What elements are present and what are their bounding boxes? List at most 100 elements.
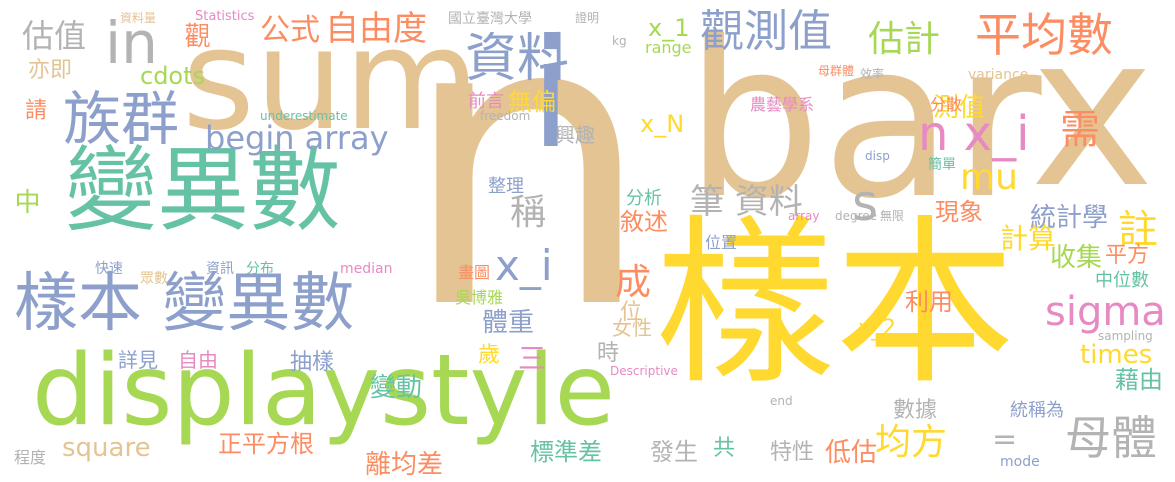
word-wei: 位 [620, 300, 643, 325]
word-shouji: 收集 [1050, 243, 1103, 273]
word-mode: mode [1000, 454, 1040, 470]
word-kuaisu: 快速 [95, 261, 123, 277]
word-n-x-i: n x_i [918, 106, 1030, 162]
word-pingfang: 平方 [1105, 243, 1150, 268]
word-zuqun: 族群 [63, 85, 180, 153]
word-in: in [105, 9, 158, 77]
word-zhong: 中 [10, 188, 40, 214]
word-ntu: 國立臺灣大學 [448, 11, 532, 27]
word-xu: 需 [1060, 107, 1100, 153]
word-tongjixue: 統計學 [1030, 203, 1109, 233]
word-range: range [645, 38, 692, 57]
word-san: 三 [518, 342, 547, 375]
word-cezhi: 測值 [933, 93, 986, 123]
word-s: s [852, 174, 879, 232]
word-yangben-bianyishu: 樣本 變異數 [14, 267, 355, 341]
word-xingqu: 興趣 [555, 123, 595, 147]
word-zhongshu: 眾數 [140, 271, 168, 287]
word-nvxing: 女性 [612, 316, 652, 340]
word-x-i: x_i [495, 241, 553, 290]
word-ziyoudu: 自由度 [325, 9, 427, 49]
word-chengdu: 程度 [14, 448, 47, 467]
word-variance: variance [968, 67, 1029, 83]
word-sampling: sampling [1098, 329, 1153, 343]
word-muti: 母體 [1065, 411, 1157, 465]
word-guji: 估計 [868, 19, 941, 60]
word-gong: 共 [713, 436, 736, 461]
word-shuju: 數據 [893, 398, 938, 423]
word-zhu: 註 [1118, 207, 1158, 253]
word-begin-array: begin array [205, 119, 389, 157]
word-x: x [1030, 0, 1155, 234]
word-x-2: x_2 [858, 316, 897, 341]
word-chouyang: 抽樣 [290, 350, 335, 375]
word-sum: sum [182, 0, 481, 162]
word-ziliao: 資料 [465, 29, 570, 89]
word-guzhi: 估值 [22, 17, 87, 55]
word-pingjunshu: 平均數 [975, 8, 1113, 62]
word-shijian: 詳見 [118, 348, 158, 372]
word-mutishu: 母群體 [818, 64, 855, 78]
word-biandong: 變動 [370, 373, 423, 403]
word-yiji: 亦即 [28, 58, 73, 83]
word-ziyou: 自由 [178, 348, 218, 372]
word-disp: disp [865, 149, 890, 163]
word-zhengli: 整理 [488, 176, 524, 197]
word-eq: = [992, 422, 1018, 457]
word-wuxian: 無限 [880, 209, 905, 223]
word-fenxi: 分析 [626, 188, 662, 209]
word-qing: 請 [21, 98, 46, 120]
word-guancezhi: 觀測值 [700, 6, 832, 57]
word-huatu: 畫圖 [458, 263, 491, 282]
word-cheng2: 成 [615, 262, 652, 303]
word-wuboya: 吳博雅 [455, 288, 504, 307]
word-fasheng: 發生 [650, 438, 698, 466]
word-junfang: 均方 [875, 422, 948, 463]
word-xushu: 敘述 [620, 208, 668, 236]
word-descriptive: Descriptive [610, 364, 678, 378]
word-statistics: Statistics [195, 9, 255, 24]
word-tizhong: 體重 [482, 308, 535, 338]
word-liyong: 利用 [905, 288, 953, 316]
word-zhengpingfanggen: 正平方根 [218, 430, 314, 458]
word-bianyishu: 變異數 [65, 137, 342, 244]
word-x-N: x_N [640, 110, 685, 138]
word-zhengming: 證明 [575, 11, 600, 25]
word-array: array [788, 209, 820, 223]
word-end: end [770, 394, 793, 408]
word-fensan: 分散 [930, 95, 963, 114]
word-x-1: x_1 [648, 14, 690, 42]
word-mu: mu [960, 157, 1018, 198]
word-tongchengwei: 統稱為 [1010, 400, 1064, 421]
word-sui: 歲 [478, 343, 501, 368]
word-jisuan: 計算 [1000, 222, 1057, 255]
word-displaystyle: displaystyle [32, 334, 615, 448]
word-underestimate: underestimate [260, 109, 348, 123]
word-qianyan: 前言 [468, 91, 504, 112]
word-gongshi: 公式 [260, 13, 320, 48]
word-sigma: sigma [1045, 289, 1166, 335]
word-xiaolv: 效率 [860, 67, 885, 81]
word-kg: kg [612, 34, 627, 48]
word-ziliaoliang: 資料量 [120, 11, 157, 25]
word-jieyou: 藉由 [1115, 366, 1163, 394]
word-digu: 低估 [825, 438, 878, 468]
word-bar: bar [685, 0, 1042, 246]
word-bi-ziliao: 筆 資料 [690, 182, 803, 222]
word-biaozhuncha: 標準差 [530, 438, 602, 466]
word-fenbu: 分布 [246, 261, 274, 277]
word-times: times [1080, 340, 1153, 370]
word-yangben: 樣本 [655, 200, 1016, 409]
word-nongyi: 農藝學系 [750, 95, 815, 114]
word-median: median [340, 261, 393, 277]
word-xianxiang: 現象 [935, 198, 983, 226]
word-freedom: freedom [480, 109, 531, 123]
word-i-big: i [530, 8, 572, 182]
word-cheng: 稱 [510, 192, 547, 233]
word-zixun: 資訊 [206, 261, 234, 277]
word-degree: degree [835, 209, 878, 223]
word-n: n [400, 0, 654, 397]
word-texing: 特性 [770, 440, 815, 465]
word-cdots: cdots [140, 62, 206, 90]
